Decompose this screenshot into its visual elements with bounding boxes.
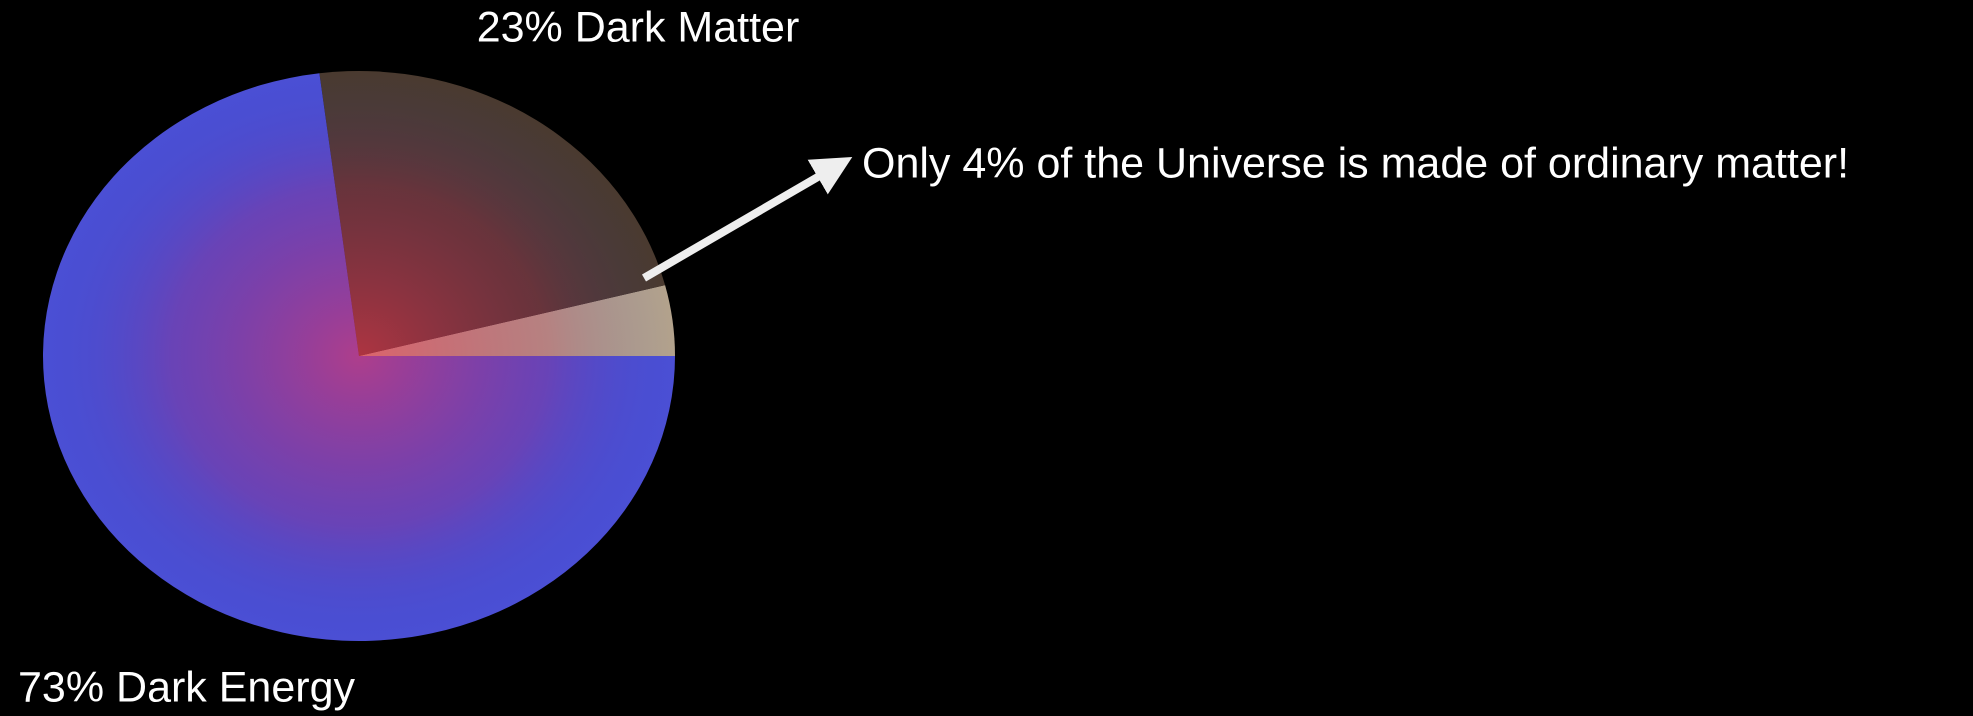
pie — [42, 71, 675, 641]
slice-label: 73% Dark Energy — [18, 663, 355, 711]
arrow — [641, 156, 853, 282]
labels: Only 4% of the Universe is made of ordin… — [18, 3, 1849, 711]
slice-label: Only 4% of the Universe is made of ordin… — [862, 139, 1849, 187]
slice-label: 23% Dark Matter — [477, 3, 800, 51]
